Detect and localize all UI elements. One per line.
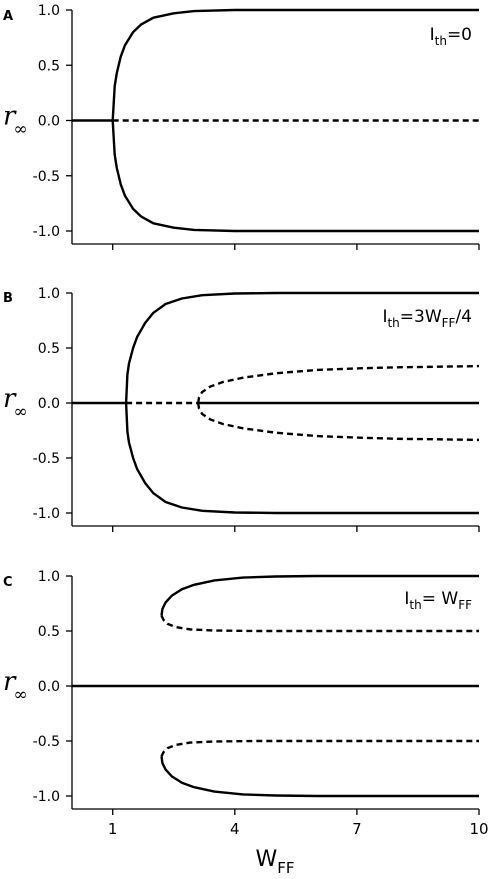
y-tick-label: -1.0 bbox=[33, 224, 60, 240]
stable-branch-line bbox=[124, 291, 479, 404]
y-tick-label: 1.0 bbox=[38, 569, 60, 585]
unstable-branch-line bbox=[160, 739, 479, 757]
annotation-label: Ith=0 bbox=[430, 25, 472, 48]
x-tick-label: 4 bbox=[230, 820, 240, 838]
panel-b: B -1.0 -0.5 0.0 0.5 1.0 r∞ Ith=3WFF/4 bbox=[3, 286, 480, 532]
y-tick-label: -0.5 bbox=[33, 169, 60, 185]
y-tick-label: -0.5 bbox=[33, 734, 60, 750]
panel-label: B bbox=[3, 291, 13, 306]
y-axis-label: r∞ bbox=[3, 384, 28, 422]
panel-label: C bbox=[3, 575, 13, 590]
y-tick-label: -1.0 bbox=[33, 789, 60, 805]
y-tick-label: 1.0 bbox=[38, 286, 60, 302]
unstable-branch-line bbox=[160, 615, 479, 633]
y-axis-label: r∞ bbox=[3, 102, 28, 140]
x-tick-label: 1 bbox=[108, 820, 118, 838]
x-tick-label: 7 bbox=[352, 820, 362, 838]
stable-branch-line bbox=[111, 120, 479, 233]
y-tick-label: 0.0 bbox=[38, 114, 60, 130]
unstable-branch-line bbox=[197, 364, 480, 404]
panel-a: A -1.0 -0.5 0.0 0.5 1.0 r∞ Ith=0 bbox=[3, 3, 480, 250]
y-tick-label: 1.0 bbox=[38, 3, 60, 19]
y-axis-label: r∞ bbox=[3, 667, 28, 705]
stable-branch-line bbox=[160, 756, 479, 798]
y-tick-label: -0.5 bbox=[33, 451, 60, 467]
stable-branch-line bbox=[124, 402, 479, 515]
y-tick-label: 0.0 bbox=[38, 396, 60, 412]
stable-branch-line bbox=[160, 574, 479, 616]
annotation-label: Ith=3WFF/4 bbox=[382, 307, 472, 330]
annotation-label: Ith= WFF bbox=[404, 589, 472, 612]
x-axis-label: WFF bbox=[255, 847, 294, 877]
y-tick-label: 0.0 bbox=[38, 679, 60, 695]
y-tick-label: 0.5 bbox=[38, 341, 60, 357]
x-tick-label: 10 bbox=[469, 820, 488, 838]
y-tick-label: -1.0 bbox=[33, 506, 60, 522]
y-tick-label: 0.5 bbox=[38, 58, 60, 74]
unstable-branch-line bbox=[197, 402, 480, 442]
panel-c: C -1.0 -0.5 0.0 0.5 1.0 1 4 7 10 r∞ Ith= WFF WFF bbox=[3, 569, 489, 877]
y-tick-label: 0.5 bbox=[38, 624, 60, 640]
panel-label: A bbox=[3, 9, 13, 24]
stable-branch-line bbox=[111, 8, 479, 121]
